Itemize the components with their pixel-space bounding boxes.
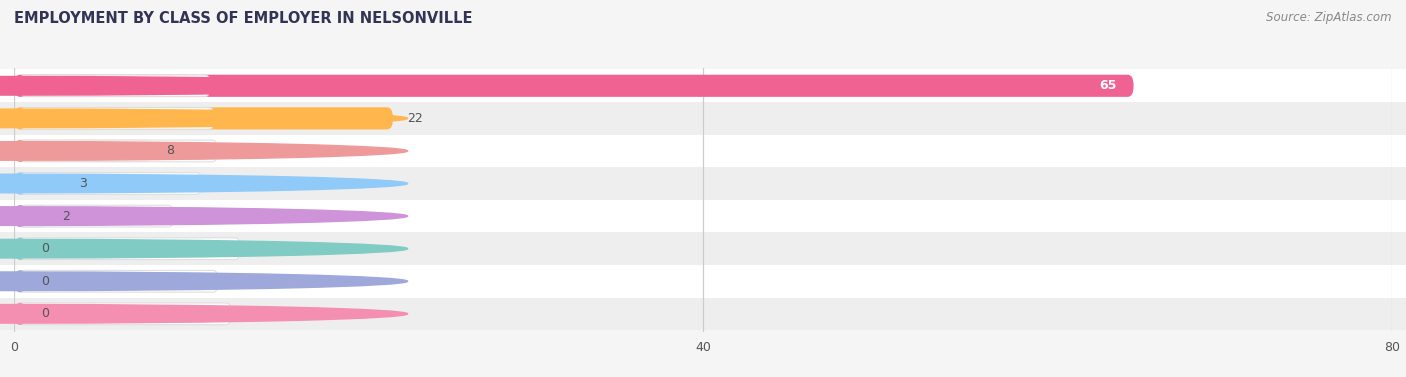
Text: Federal Government Employees: Federal Government Employees xyxy=(25,307,226,320)
FancyBboxPatch shape xyxy=(14,238,28,260)
Text: 3: 3 xyxy=(80,177,87,190)
FancyBboxPatch shape xyxy=(14,270,28,292)
FancyBboxPatch shape xyxy=(14,172,66,195)
Circle shape xyxy=(0,109,408,128)
Circle shape xyxy=(0,77,408,95)
Circle shape xyxy=(0,239,408,258)
FancyBboxPatch shape xyxy=(14,140,152,162)
FancyBboxPatch shape xyxy=(0,69,1406,102)
Text: Source: ZipAtlas.com: Source: ZipAtlas.com xyxy=(1267,11,1392,24)
Text: 65: 65 xyxy=(1099,79,1116,92)
Text: Private Company Employees: Private Company Employees xyxy=(25,79,204,92)
Text: Self-Employed (Not Incorporated): Self-Employed (Not Incorporated) xyxy=(25,242,235,255)
FancyBboxPatch shape xyxy=(14,107,394,129)
FancyBboxPatch shape xyxy=(0,200,1406,232)
Circle shape xyxy=(0,272,408,291)
Text: 2: 2 xyxy=(62,210,70,222)
FancyBboxPatch shape xyxy=(0,167,1406,200)
Text: Not-for-profit Organizations: Not-for-profit Organizations xyxy=(25,177,197,190)
Text: 8: 8 xyxy=(166,144,173,158)
Text: Unpaid Family Workers: Unpaid Family Workers xyxy=(25,210,167,222)
FancyBboxPatch shape xyxy=(0,135,1406,167)
Text: 0: 0 xyxy=(42,307,49,320)
Text: Local Government Employees: Local Government Employees xyxy=(25,144,212,158)
Text: 0: 0 xyxy=(42,275,49,288)
FancyBboxPatch shape xyxy=(14,303,28,325)
Text: 22: 22 xyxy=(406,112,423,125)
Text: Self-Employed (Incorporated): Self-Employed (Incorporated) xyxy=(25,112,209,125)
FancyBboxPatch shape xyxy=(14,75,1133,97)
Text: State Government Employees: State Government Employees xyxy=(25,275,212,288)
FancyBboxPatch shape xyxy=(0,102,1406,135)
Circle shape xyxy=(0,142,408,160)
FancyBboxPatch shape xyxy=(0,232,1406,265)
Text: EMPLOYMENT BY CLASS OF EMPLOYER IN NELSONVILLE: EMPLOYMENT BY CLASS OF EMPLOYER IN NELSO… xyxy=(14,11,472,26)
Circle shape xyxy=(0,174,408,193)
FancyBboxPatch shape xyxy=(14,205,48,227)
Text: 0: 0 xyxy=(42,242,49,255)
Circle shape xyxy=(0,207,408,225)
FancyBboxPatch shape xyxy=(0,297,1406,330)
Circle shape xyxy=(0,305,408,323)
FancyBboxPatch shape xyxy=(0,265,1406,297)
